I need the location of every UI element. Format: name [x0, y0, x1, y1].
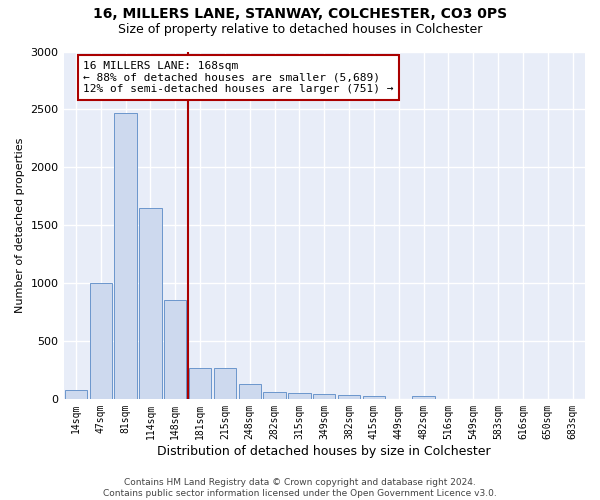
- Text: 16, MILLERS LANE, STANWAY, COLCHESTER, CO3 0PS: 16, MILLERS LANE, STANWAY, COLCHESTER, C…: [93, 8, 507, 22]
- Bar: [412, 396, 435, 399]
- Bar: [363, 396, 385, 399]
- Y-axis label: Number of detached properties: Number of detached properties: [15, 138, 25, 313]
- Bar: [239, 384, 261, 399]
- Bar: [338, 395, 360, 399]
- Bar: [214, 368, 236, 399]
- X-axis label: Distribution of detached houses by size in Colchester: Distribution of detached houses by size …: [157, 444, 491, 458]
- Text: Contains HM Land Registry data © Crown copyright and database right 2024.
Contai: Contains HM Land Registry data © Crown c…: [103, 478, 497, 498]
- Bar: [288, 393, 311, 399]
- Bar: [164, 300, 187, 399]
- Bar: [139, 208, 161, 399]
- Bar: [65, 390, 87, 399]
- Bar: [115, 113, 137, 399]
- Bar: [313, 394, 335, 399]
- Bar: [189, 368, 211, 399]
- Bar: [263, 392, 286, 399]
- Bar: [89, 283, 112, 399]
- Text: 16 MILLERS LANE: 168sqm
← 88% of detached houses are smaller (5,689)
12% of semi: 16 MILLERS LANE: 168sqm ← 88% of detache…: [83, 61, 394, 94]
- Text: Size of property relative to detached houses in Colchester: Size of property relative to detached ho…: [118, 22, 482, 36]
